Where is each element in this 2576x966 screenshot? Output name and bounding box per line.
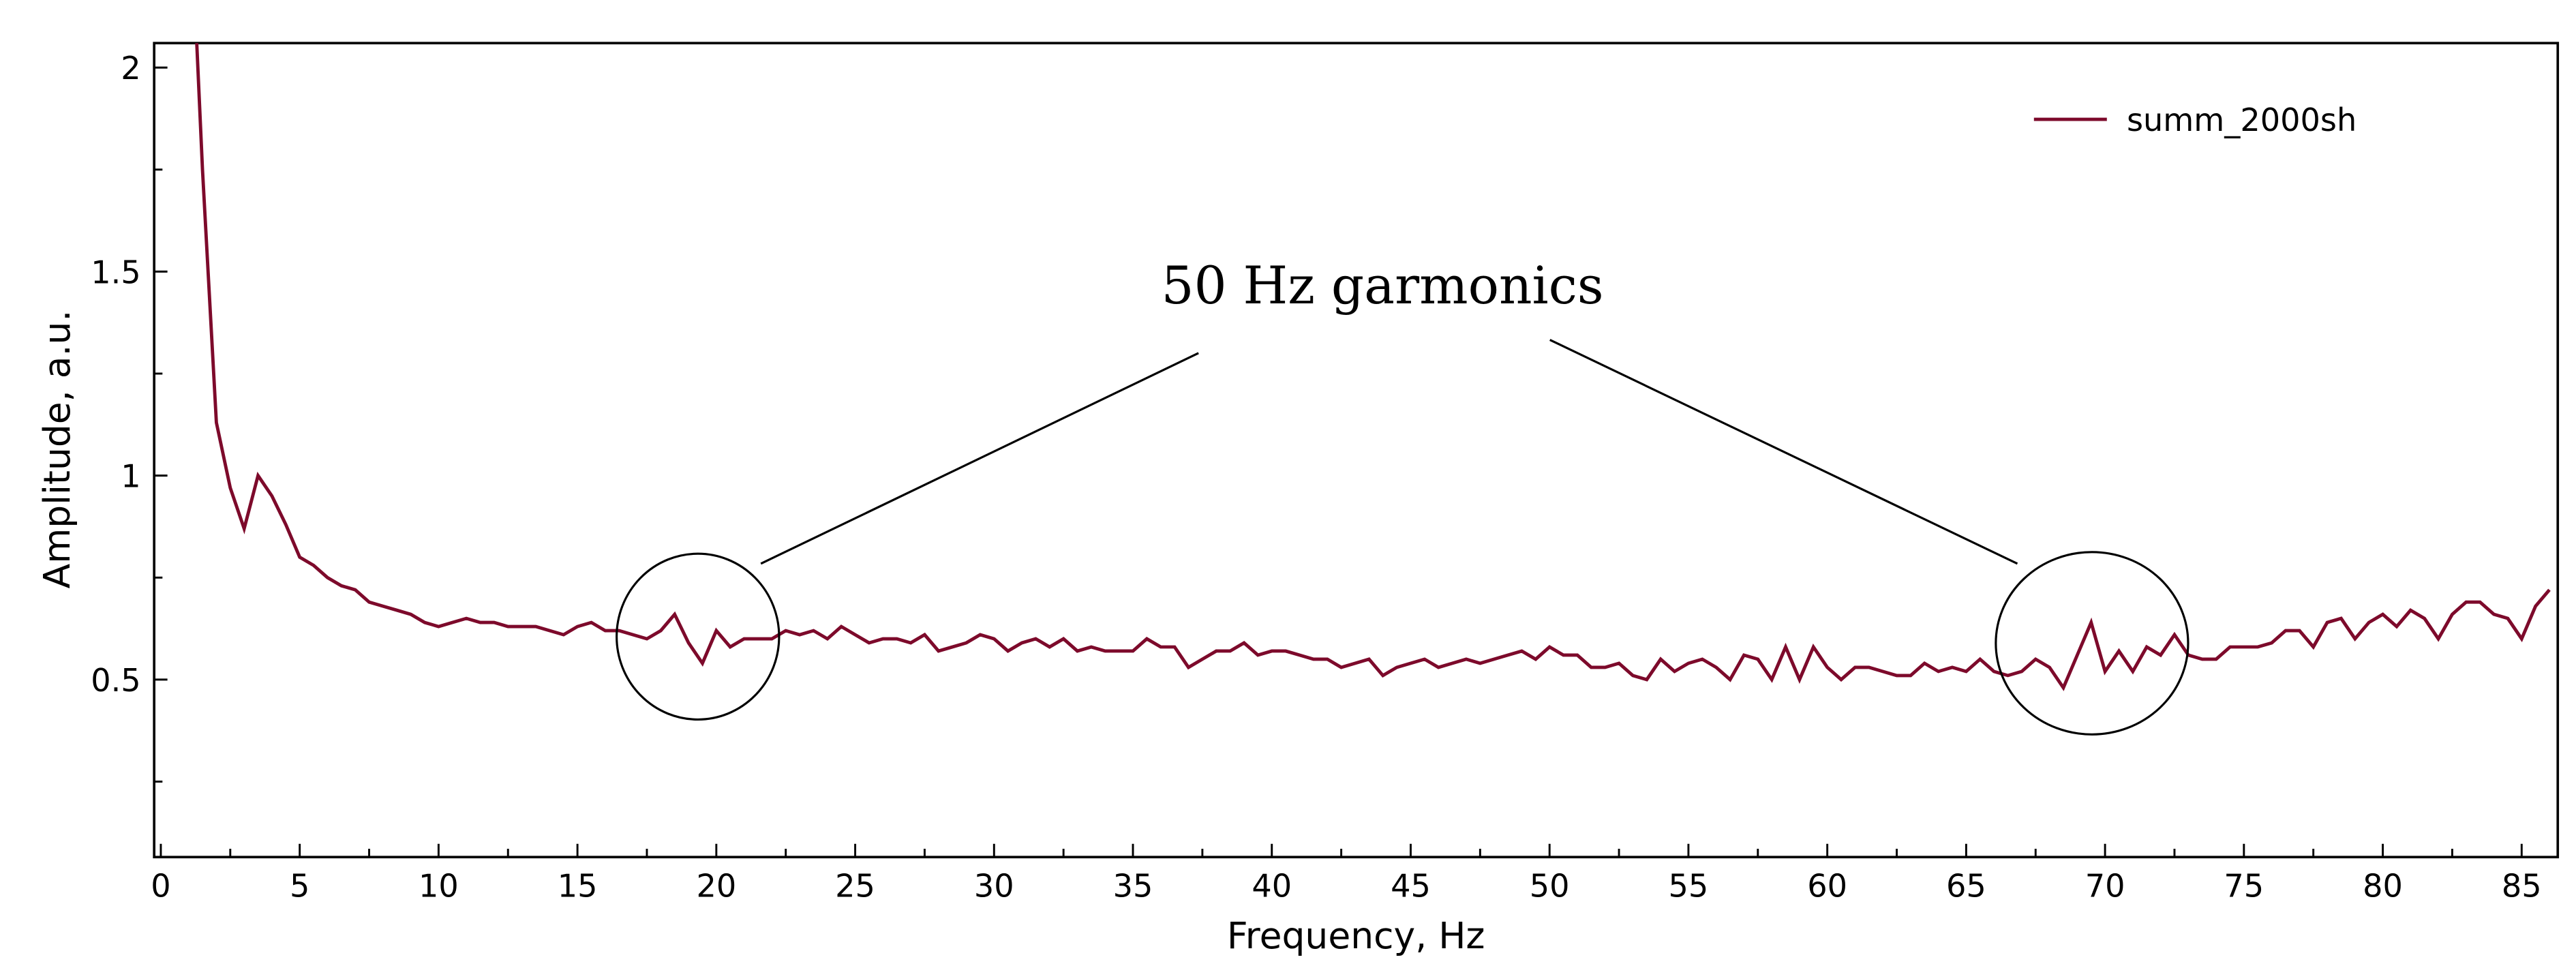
y-axis-label: Amplitude, a.u. (35, 310, 78, 589)
data-line (195, 43, 2551, 691)
legend-label: summ_2000sh (2127, 102, 2357, 138)
x-tick-label: 30 (974, 868, 1014, 905)
x-tick-label: 75 (2224, 868, 2264, 905)
plot-area (195, 43, 2551, 691)
x-tick-label: 50 (1530, 868, 1570, 905)
y-tick-label: 1.5 (91, 254, 140, 290)
x-tick-label: 80 (2363, 868, 2403, 905)
plot-frame (153, 42, 2560, 859)
x-tick-label: 10 (419, 868, 459, 905)
x-tick-label: 40 (1252, 868, 1292, 905)
x-tick-label: 0 (151, 868, 170, 905)
x-tick-label: 60 (1807, 868, 1847, 905)
x-tick-label: 20 (696, 868, 736, 905)
x-axis-label: Frequency, Hz (1227, 914, 1485, 957)
x-tick-label: 85 (2502, 868, 2542, 905)
highlight-circle (616, 552, 781, 721)
x-tick-label: 35 (1113, 868, 1153, 905)
highlight-circle (1995, 551, 2189, 736)
annotation-arrow (760, 352, 1199, 565)
x-tick-label: 65 (1946, 868, 1986, 905)
annotation-arrow (1549, 339, 2018, 565)
x-tick-label: 55 (1669, 868, 1709, 905)
annotation: 50 Hz garmonics (1162, 256, 1604, 316)
x-tick-label: 5 (290, 868, 309, 905)
x-tick-label: 70 (2085, 868, 2125, 905)
x-tick-label: 15 (558, 868, 598, 905)
x-tick-label: 25 (835, 868, 875, 905)
y-tick-label: 1 (121, 458, 140, 495)
x-tick-label: 45 (1391, 868, 1431, 905)
y-tick-label: 2 (121, 50, 140, 87)
legend: summ_2000sh (2033, 102, 2357, 138)
y-tick-label: 0.5 (91, 662, 140, 699)
